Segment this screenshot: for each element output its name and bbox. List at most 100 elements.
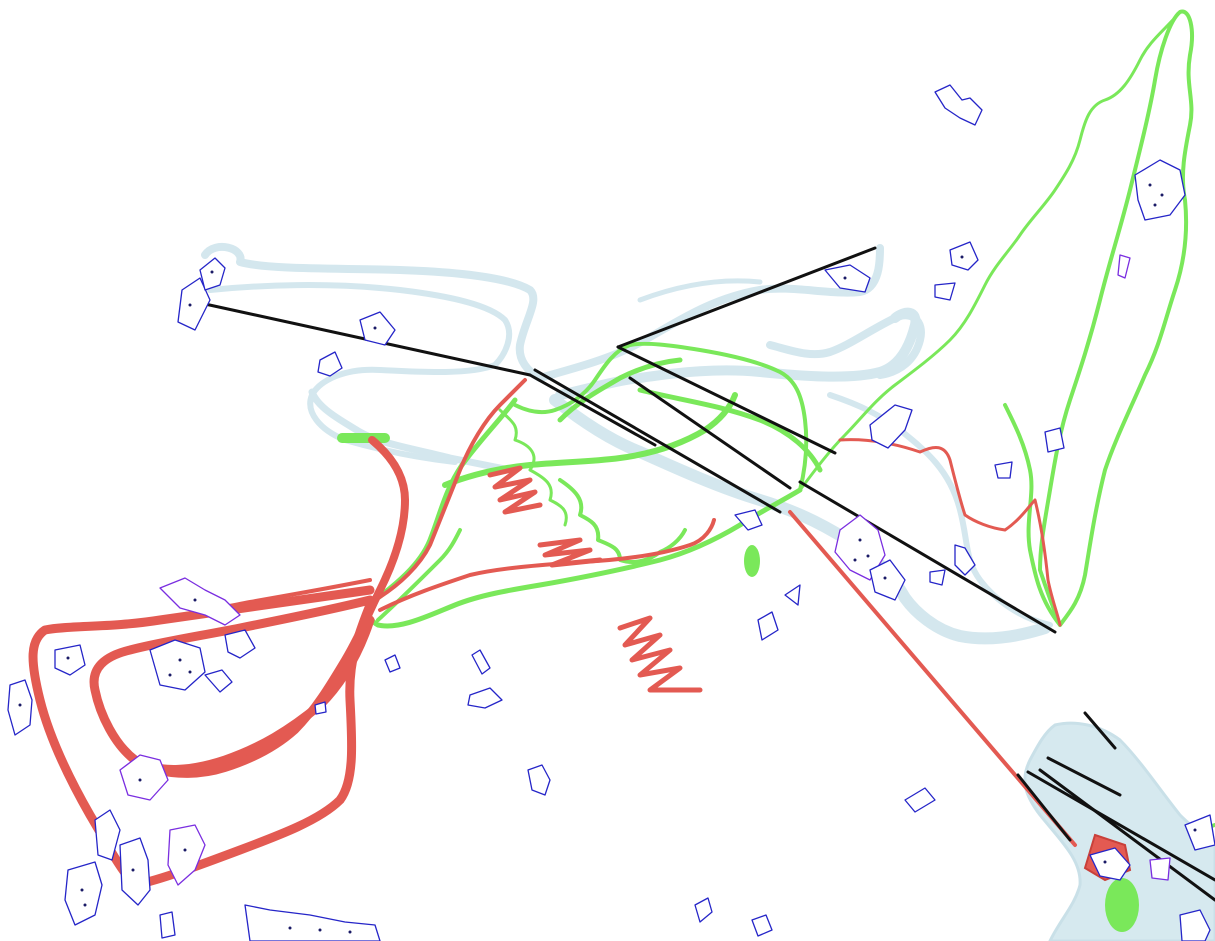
polygon-se-2 — [1184, 814, 1215, 851]
polygon-marker — [193, 598, 197, 602]
polygon-marker — [1160, 193, 1164, 197]
polygon-marker — [318, 928, 322, 932]
black-segment-10 — [1038, 768, 1215, 902]
polygon-north-1 — [934, 84, 983, 126]
black-segment-2 — [528, 373, 657, 447]
black-segment-11 — [1016, 773, 1072, 842]
polygon-sw-7 — [119, 754, 169, 801]
polygon-mid-11 — [467, 687, 503, 709]
polygon-marker — [853, 558, 857, 562]
green-route-northwest-branch — [798, 10, 1182, 492]
red-route-east-branch — [838, 438, 1062, 627]
polygon-sw-11 — [167, 824, 206, 886]
polygon-sw-12 — [244, 904, 381, 941]
polygon-marker — [858, 538, 862, 542]
polygon-mid-1 — [869, 404, 913, 449]
black-segment-4 — [616, 246, 877, 349]
polygon-north-7 — [994, 461, 1013, 479]
polygon-sw-10 — [119, 837, 151, 906]
polygon-mid-8 — [757, 611, 779, 641]
polygon-mid-9 — [784, 584, 801, 606]
polygon-marker — [210, 270, 214, 274]
black-segment-6 — [628, 376, 792, 490]
polygon-marker — [373, 326, 377, 330]
polygon-marker — [960, 255, 964, 259]
polygon-northwest-a — [177, 277, 211, 331]
green-route-squiggle-west — [498, 408, 568, 527]
polygon-marker — [1193, 828, 1197, 832]
green-route-central-core — [513, 341, 809, 492]
polygon-se-1 — [1089, 847, 1131, 881]
polygon-sw-3 — [54, 644, 86, 676]
polygon-sw-6 — [204, 669, 233, 693]
polygon-sw-8 — [94, 809, 121, 861]
black-segment-9 — [1046, 756, 1122, 797]
polygon-sw-4 — [7, 679, 33, 736]
polygon-marker — [883, 576, 887, 580]
polygon-north-5 — [934, 282, 956, 301]
polygon-layer — [7, 84, 1215, 941]
polygon-sw-2 — [149, 639, 206, 691]
polygon-mid-10 — [471, 649, 491, 675]
black-segment-8 — [1083, 711, 1117, 750]
polygon-north-2 — [949, 241, 979, 271]
black-segment-3 — [533, 368, 782, 514]
red-route-zigzag-b — [537, 537, 603, 568]
green-route-inner-arc-2 — [557, 357, 683, 423]
polygon-sw-13 — [159, 911, 176, 939]
polygon-mid-13 — [904, 787, 936, 813]
polygon-north-3 — [1134, 159, 1186, 221]
green-route-layer — [337, 9, 1215, 932]
polygon-marker — [1148, 183, 1152, 187]
polygon-marker — [843, 276, 847, 280]
polygon-sw-15 — [314, 701, 327, 715]
polygon-s-2 — [751, 914, 773, 937]
green-patch-south — [744, 545, 760, 577]
polygon-marker — [80, 888, 84, 892]
polygon-north-6 — [1044, 427, 1065, 453]
polygon-marker — [188, 670, 192, 674]
water-channel-small — [637, 278, 763, 303]
water-channel-north — [201, 242, 884, 382]
green-route-large-east — [1038, 9, 1194, 627]
polygon-marker — [348, 930, 352, 934]
polygon-mid-2 — [359, 311, 396, 346]
polygon-mid-14 — [929, 569, 946, 586]
polygon-se-4 — [1179, 909, 1211, 941]
water-basin-southeast — [1023, 721, 1215, 941]
black-segment-12 — [1026, 770, 1215, 882]
polygon-sw-1 — [159, 577, 241, 626]
polygon-marker — [183, 848, 187, 852]
polygon-marker — [138, 778, 142, 782]
green-patch-southeast — [1105, 878, 1139, 932]
polygon-marker — [178, 658, 182, 662]
black-segment-layer — [203, 246, 1215, 902]
polygon-marker — [866, 554, 870, 558]
black-segment-7 — [798, 480, 1057, 634]
polygon-mid-12 — [527, 764, 551, 796]
polygon-marker — [1103, 860, 1107, 864]
polygon-marker — [131, 868, 135, 872]
polygon-marker — [188, 303, 192, 307]
green-route-central-loop — [366, 397, 803, 629]
polygon-sw-9 — [64, 861, 103, 926]
red-route-zigzag-c — [617, 615, 703, 693]
polygon-sw-14 — [384, 654, 401, 673]
water-channel-bend — [766, 311, 925, 379]
polygon-mid-3 — [317, 351, 343, 377]
polygon-marker — [1153, 203, 1157, 207]
polygon-north-8 — [1117, 254, 1131, 279]
black-segment-5 — [616, 345, 837, 455]
green-route-east-link — [637, 387, 823, 473]
red-route-central-lobe — [373, 378, 527, 602]
polygon-marker — [288, 926, 292, 930]
polygon-s-1 — [694, 897, 713, 923]
water-loop-west — [308, 388, 514, 474]
polygon-north-4 — [824, 264, 871, 293]
polygon-marker — [168, 673, 172, 677]
red-route-west-arc — [151, 436, 409, 778]
polygon-mid-7 — [734, 509, 763, 531]
polygon-marker-layer — [18, 183, 1197, 934]
polygon-marker — [83, 903, 87, 907]
